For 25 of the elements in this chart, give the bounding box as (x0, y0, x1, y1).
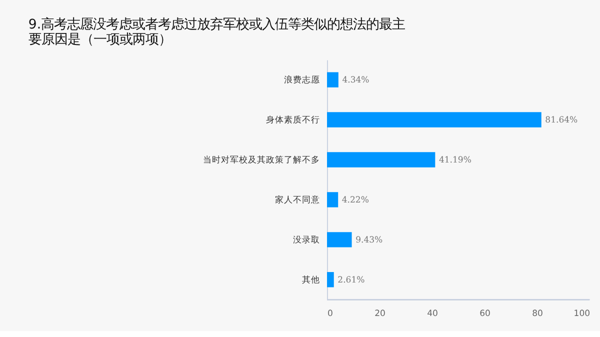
bar (327, 72, 338, 88)
bar (327, 152, 436, 168)
text: 9.高考志愿没考虑或者考虑过放弃军校或入伍等类似的想法的最主要原因是（一项或两项） (28, 16, 406, 48)
y-tick-label: 身体素质不行 (266, 114, 320, 126)
y-tick-label: 没录取 (292, 234, 320, 246)
y-tick-label: 当时对军校及其政策了解不多 (202, 154, 320, 166)
bar (327, 192, 338, 208)
data-label: 81.64% (545, 116, 578, 126)
data-label: 41.19% (438, 156, 472, 166)
data-label: 4.22% (342, 196, 369, 206)
x-tick-label: 60 (480, 309, 490, 320)
y-tick-label: 家人不同意 (274, 194, 320, 206)
x-tick-label: 20 (374, 309, 386, 320)
x-tick-label: 0 (327, 309, 333, 320)
data-label: 9.43% (356, 236, 383, 246)
y-tick-label: 浪费志愿 (284, 74, 320, 86)
x-tick-label: 80 (532, 309, 543, 320)
bar (327, 232, 352, 248)
data-label: 2.61% (338, 275, 365, 286)
x-tick-label: 40 (427, 309, 438, 320)
x-tick-label: 100 (574, 309, 590, 320)
y-tick-label: 其他 (302, 274, 320, 286)
bar (327, 112, 542, 128)
data-label: 4.34% (342, 76, 370, 86)
bar (327, 272, 334, 288)
